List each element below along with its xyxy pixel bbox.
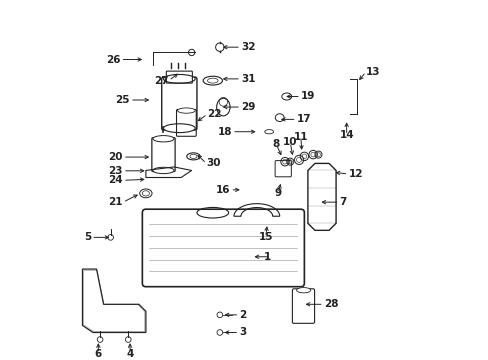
Text: 18: 18 (217, 127, 232, 137)
Text: 27: 27 (154, 76, 168, 86)
Text: 24: 24 (108, 175, 122, 185)
Text: 31: 31 (241, 74, 255, 84)
Ellipse shape (153, 136, 174, 142)
Text: 17: 17 (296, 114, 311, 125)
Text: 15: 15 (258, 232, 272, 242)
Text: 14: 14 (339, 130, 353, 140)
Text: 13: 13 (366, 67, 380, 77)
Text: 1: 1 (263, 252, 270, 262)
Text: 26: 26 (106, 54, 120, 64)
Text: 25: 25 (115, 95, 130, 105)
Text: 4: 4 (126, 348, 133, 359)
Text: 12: 12 (347, 169, 362, 179)
Ellipse shape (163, 75, 195, 83)
Ellipse shape (163, 124, 195, 132)
Text: 20: 20 (108, 152, 122, 162)
Ellipse shape (177, 108, 195, 113)
Text: 11: 11 (293, 132, 307, 142)
Text: 32: 32 (241, 42, 255, 52)
Text: 22: 22 (207, 109, 222, 119)
Text: 3: 3 (239, 328, 246, 337)
Text: 23: 23 (108, 166, 122, 176)
Ellipse shape (296, 288, 310, 293)
Text: 19: 19 (300, 91, 315, 102)
Text: 9: 9 (274, 188, 281, 198)
Ellipse shape (153, 167, 174, 174)
Text: 30: 30 (206, 158, 221, 168)
Text: 8: 8 (272, 139, 279, 149)
Text: 6: 6 (95, 348, 102, 359)
Text: 21: 21 (108, 197, 122, 207)
Text: 29: 29 (241, 102, 255, 112)
Text: 28: 28 (323, 299, 338, 309)
Text: 10: 10 (283, 137, 297, 147)
Text: 16: 16 (216, 185, 230, 195)
Text: 7: 7 (339, 197, 346, 207)
Text: 5: 5 (84, 232, 91, 242)
Text: 2: 2 (239, 310, 246, 320)
